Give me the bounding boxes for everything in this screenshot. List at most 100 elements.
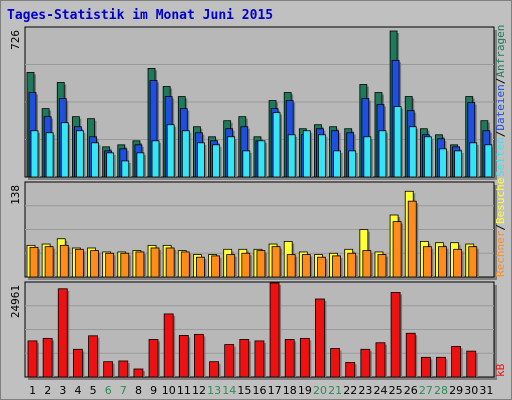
day-label: 18 <box>283 384 297 397</box>
seiten-bar-day-26 <box>408 126 417 178</box>
day-label: 8 <box>135 384 142 397</box>
series-legend: Rechner/Besuche <box>494 178 507 277</box>
day-label: 7 <box>120 384 127 397</box>
seiten-bar-day-16 <box>257 140 266 178</box>
rechner-bar-day-25 <box>392 221 402 278</box>
kb-bar-day-14 <box>224 344 235 378</box>
rechner-bar-day-13 <box>211 255 220 278</box>
day-label: 28 <box>434 384 448 397</box>
legend-kb: kB <box>494 363 507 377</box>
kb-bar-day-17 <box>269 282 280 378</box>
day-label: 10 <box>162 384 176 397</box>
kb-bar-day-8 <box>133 368 144 378</box>
day-label: 29 <box>449 384 463 397</box>
seiten-bar-day-23 <box>363 136 372 178</box>
legend-separator: / <box>494 224 507 231</box>
seiten-bar-day-13 <box>212 144 220 178</box>
rechner-bar-day-19 <box>301 254 311 278</box>
day-label: 12 <box>192 384 206 397</box>
seiten-bar-day-18 <box>287 134 296 178</box>
day-label: 4 <box>74 384 81 397</box>
kb-bar-day-18 <box>284 339 295 378</box>
kb-bar-day-22 <box>345 362 356 378</box>
day-label: 1 <box>29 384 36 397</box>
kb-bar-day-26 <box>405 332 416 378</box>
kb-bar-day-30 <box>466 350 477 378</box>
seiten-bar-day-4 <box>75 130 84 178</box>
day-label: 27 <box>419 384 433 397</box>
rechner-bar-day-26 <box>407 200 417 278</box>
kb-bar-day-20 <box>315 298 325 378</box>
kb-bar-day-9 <box>148 339 159 378</box>
rechner-bar-day-17 <box>271 246 281 278</box>
seiten-bar-day-19 <box>302 130 311 178</box>
legend-separator: / <box>494 78 507 85</box>
kb-bar-day-19 <box>299 337 310 378</box>
kb-bar-day-16 <box>254 340 265 378</box>
rechner-bar-day-6 <box>105 252 115 278</box>
day-label: 5 <box>90 384 97 397</box>
rechner-bar-day-28 <box>438 246 447 278</box>
day-label: 11 <box>177 384 191 397</box>
kb-bar-day-11 <box>178 335 189 378</box>
kb-bar-day-15 <box>239 339 250 378</box>
rechner-bar-day-12 <box>196 256 205 278</box>
day-label: 26 <box>404 384 418 397</box>
day-label: 23 <box>358 384 372 397</box>
day-label: 14 <box>222 384 236 397</box>
kb-bar-day-27 <box>420 356 431 378</box>
rechner-bar-day-4 <box>74 248 84 278</box>
seiten-bar-day-17 <box>272 112 281 178</box>
series-legend: Seiten/Dateien/Anfragen <box>494 25 507 177</box>
kb-bar-day-24 <box>375 342 386 378</box>
kb-bar-day-5 <box>88 335 98 378</box>
rechner-bar-day-24 <box>377 254 387 278</box>
seiten-bar-day-1 <box>30 130 39 178</box>
day-label: 15 <box>237 384 251 397</box>
rechner-bar-day-22 <box>347 252 357 278</box>
rechner-bar-day-30 <box>468 246 478 278</box>
day-label: 13 <box>207 384 221 397</box>
legend-anfragen: Anfragen <box>494 25 507 78</box>
seiten-bar-day-7 <box>121 160 130 178</box>
day-label: 17 <box>268 384 282 397</box>
kb-bar-day-2 <box>42 337 53 378</box>
seiten-bar-day-3 <box>60 122 69 178</box>
seiten-bar-day-8 <box>136 152 145 178</box>
seiten-bar-day-28 <box>439 148 447 178</box>
kb-bar-day-23 <box>360 348 371 378</box>
kb-bar-day-25 <box>390 292 401 378</box>
legend-dateien: Dateien <box>494 84 507 130</box>
kb-bar-day-4 <box>72 348 83 378</box>
rechner-bar-day-3 <box>59 244 69 278</box>
rechner-bar-day-16 <box>256 250 266 278</box>
rechner-bar-day-7 <box>120 252 130 278</box>
kb-bar-day-29 <box>451 345 462 378</box>
seiten-bar-day-27 <box>423 136 432 178</box>
seiten-bar-day-10 <box>166 124 175 178</box>
rechner-bar-day-29 <box>453 248 463 278</box>
day-label: 16 <box>253 384 267 397</box>
kb-bar-day-1 <box>27 340 38 378</box>
day-label: 19 <box>298 384 312 397</box>
seiten-bar-day-30 <box>469 142 478 178</box>
seiten-bar-day-21 <box>333 150 341 178</box>
day-label: 6 <box>105 384 112 397</box>
day-label: 30 <box>464 384 478 397</box>
seiten-bar-day-6 <box>106 152 115 178</box>
chart-title: Tages-Statistik im Monat Juni 2015 <box>7 8 274 23</box>
rechner-bar-day-10 <box>165 247 175 278</box>
rechner-bar-day-23 <box>362 250 372 278</box>
y-max-label: 138 <box>9 185 22 205</box>
y-max-label: 726 <box>9 30 22 50</box>
seiten-bar-day-20 <box>318 134 326 178</box>
rechner-bar-day-20 <box>317 256 326 278</box>
kb-bar-day-13 <box>209 361 219 378</box>
kb-bar-day-12 <box>194 333 204 378</box>
rechner-bar-day-14 <box>226 254 236 278</box>
day-label: 25 <box>389 384 403 397</box>
rechner-bar-day-5 <box>90 250 99 278</box>
seiten-bar-day-5 <box>91 142 99 178</box>
day-label: 9 <box>150 384 157 397</box>
